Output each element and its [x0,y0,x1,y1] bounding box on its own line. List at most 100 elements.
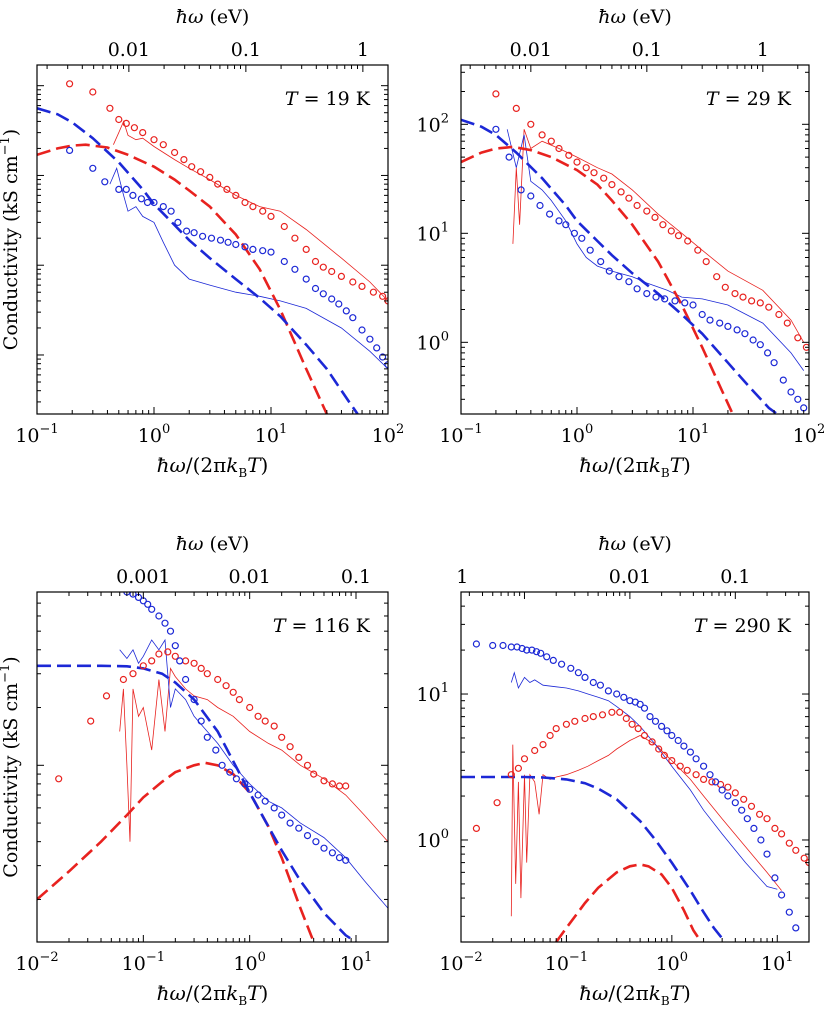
data-point [207,234,216,242]
data-point [190,659,198,667]
data-point [646,712,654,721]
data-point [155,650,163,658]
data-point [379,292,387,300]
data-point [755,810,764,818]
data-point [517,186,525,194]
data-point [549,656,557,665]
data-point [625,194,633,202]
data-point [235,695,243,704]
data-point [756,299,764,307]
data-point [150,198,158,207]
data-point [358,326,366,334]
data-point [545,210,554,218]
data-point [241,780,249,788]
data-point [183,227,191,235]
data-point [771,824,779,833]
y-tick-label: 100 [417,827,449,852]
data-point [226,768,234,776]
data-point [144,600,152,608]
data-point [608,181,616,189]
data-point [757,836,765,844]
data-point [335,782,344,790]
data-point [634,724,642,733]
data-point [101,178,109,186]
data-point [229,688,237,696]
data-point [366,335,374,343]
data-point [270,804,278,812]
data-point [261,717,269,725]
data-point [706,316,714,324]
top-tick-label: 0.1 [720,566,750,588]
data-point [246,703,254,712]
data-point [182,675,190,684]
data-point [303,831,312,840]
data-point [660,751,669,760]
data-point [655,745,663,753]
x-tick-label: 100 [138,422,170,447]
data-point [312,838,320,846]
data-point [507,643,515,651]
data-point [232,191,240,199]
data-point [373,344,381,352]
data-point [358,282,366,290]
data-point [622,714,630,723]
data-point [598,711,607,719]
data-point [505,153,513,161]
data-point [280,222,288,231]
data-point [692,771,700,779]
data-point [278,811,286,819]
data-point [636,700,644,708]
series-blue-measured-line [510,671,778,890]
data-point [224,238,232,246]
x-tick-label: 101 [677,422,709,447]
y-tick-label: 100 [417,329,449,354]
data-point [718,786,726,794]
top-axis-label: ħω (eV) [176,6,250,28]
series-blue-points [472,640,800,932]
data-point [335,854,344,862]
data-point [671,297,679,305]
data-point [581,673,589,682]
data-point [547,137,555,145]
plot-frame [36,591,389,943]
data-point [190,695,198,704]
data-point [740,795,748,803]
data-point [604,687,613,695]
data-point [590,169,598,177]
top-tick-label: 1 [357,39,369,61]
data-point [702,258,710,266]
data-point [182,657,190,665]
data-point [520,755,529,763]
data-point [472,640,480,648]
data-point [122,185,130,193]
data-point [161,619,169,627]
data-point [303,761,312,769]
data-point [741,330,749,338]
data-point [320,844,328,852]
data-point [711,778,720,786]
data-point [680,742,688,750]
data-point [499,641,507,650]
data-point [570,229,579,237]
data-point [214,180,222,188]
data-point [472,824,480,833]
top-tick-label: 0.1 [341,566,371,588]
data-point [280,257,288,266]
data-point [523,646,531,654]
temperature-label: T = 19 K [285,88,371,110]
data-point [528,646,536,654]
data-point [743,815,751,823]
data-point [802,343,809,351]
data-point [310,770,318,778]
x-tick-label: 102 [793,422,825,447]
data-point [214,675,222,684]
data-point [328,849,336,857]
data-point [311,284,320,293]
data-point [683,766,691,774]
data-point [733,326,741,334]
data-point [216,236,225,244]
plot-area [37,80,388,414]
data-point [87,717,95,725]
data-point [657,722,666,731]
x-tick-label: 102 [372,422,404,447]
